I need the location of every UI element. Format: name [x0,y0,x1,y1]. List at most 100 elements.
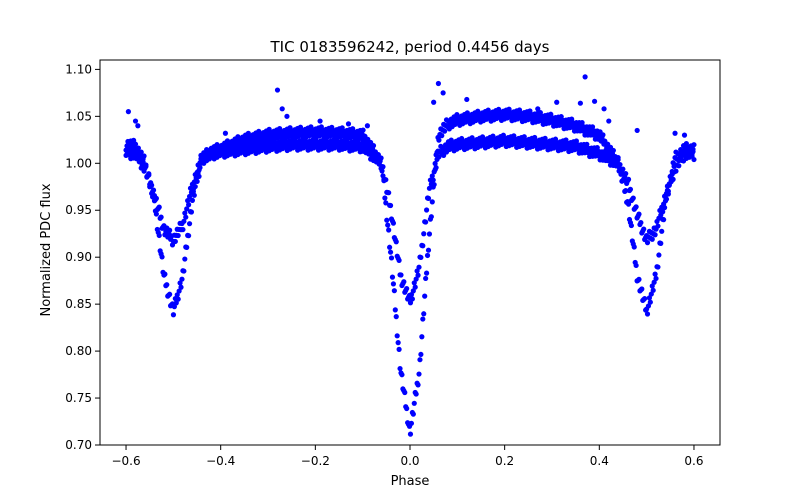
outlier-point [606,118,612,124]
data-point [182,210,188,216]
data-point [390,220,397,226]
outlier-point [634,127,640,134]
y-tick-label: 1.05 [65,109,92,123]
outlier-points [125,74,688,138]
data-point [423,219,429,225]
data-point [360,127,366,133]
data-point [391,288,397,294]
data-point [623,170,629,177]
data-point [132,141,139,147]
data-point [426,185,433,191]
data-point [398,272,404,278]
series-1-points [123,132,697,306]
data-point [172,238,178,245]
data-point [661,217,667,223]
outlier-point [672,130,678,136]
data-point [605,149,611,156]
y-tick-label: 0.75 [65,391,92,405]
data-point [423,275,429,282]
data-point [164,282,170,288]
data-point [584,141,590,147]
x-tick-label: 0.4 [590,454,609,468]
data-point [662,198,669,204]
data-point [143,163,149,169]
outlier-point [279,106,285,112]
outlier-point [440,90,446,96]
data-point [665,188,671,194]
data-point [385,222,391,228]
outlier-point [345,121,352,127]
data-point [422,293,428,299]
data-point [184,244,190,250]
data-point [407,431,414,437]
data-point [652,232,658,238]
data-point [159,254,165,260]
y-tick-label: 1.10 [65,62,92,76]
data-point [148,180,154,186]
data-point [420,316,426,322]
data-point [415,382,421,388]
data-point [189,197,195,203]
data-point [673,168,679,174]
data-point [182,256,188,262]
data-point [650,287,656,293]
data-point [423,207,430,213]
data-point [162,271,168,277]
data-point [178,284,184,290]
data-point [658,240,664,246]
data-point [387,202,394,209]
data-point [156,232,162,239]
data-point [421,231,427,237]
data-point [660,209,666,215]
outlier-point [132,118,139,124]
outlier-point [284,113,290,119]
x-tick-label: −0.6 [111,454,140,468]
outlier-point [681,132,688,138]
data-point [188,209,195,215]
data-point [425,195,432,201]
outlier-point [577,100,583,106]
data-point [389,274,396,280]
data-point [158,214,164,220]
data-point [652,271,658,277]
data-point [615,155,621,161]
data-point [623,188,629,194]
data-point [181,218,187,224]
data-point [625,176,632,182]
data-point [600,132,606,138]
outlier-point [601,106,607,112]
data-point [653,275,659,282]
data-point [631,244,637,250]
data-point [399,372,405,378]
y-tick-label: 0.80 [65,344,92,358]
y-tick-label: 0.70 [65,438,92,452]
data-point [375,152,381,158]
data-point [395,340,401,346]
data-point [617,161,623,168]
data-point [170,312,177,318]
data-point [404,405,410,412]
data-point [416,371,422,377]
data-point [569,116,575,122]
plot-frame [99,59,721,446]
data-point [656,252,662,258]
data-point [181,268,187,274]
data-point [185,198,191,204]
data-point [412,284,418,290]
data-point [647,299,653,305]
data-point [396,346,402,352]
data-point [393,239,399,245]
data-point [610,147,616,154]
data-point [413,391,419,397]
data-point [190,186,196,192]
data-point [186,202,192,208]
data-point [428,214,434,220]
data-point [383,200,389,206]
outlier-point [222,130,229,136]
x-axis-label: Phase [391,474,430,489]
data-point [426,231,433,237]
x-tick-label: −0.2 [301,454,330,468]
data-point [186,233,192,239]
data-point [425,247,432,253]
data-point [387,244,393,250]
